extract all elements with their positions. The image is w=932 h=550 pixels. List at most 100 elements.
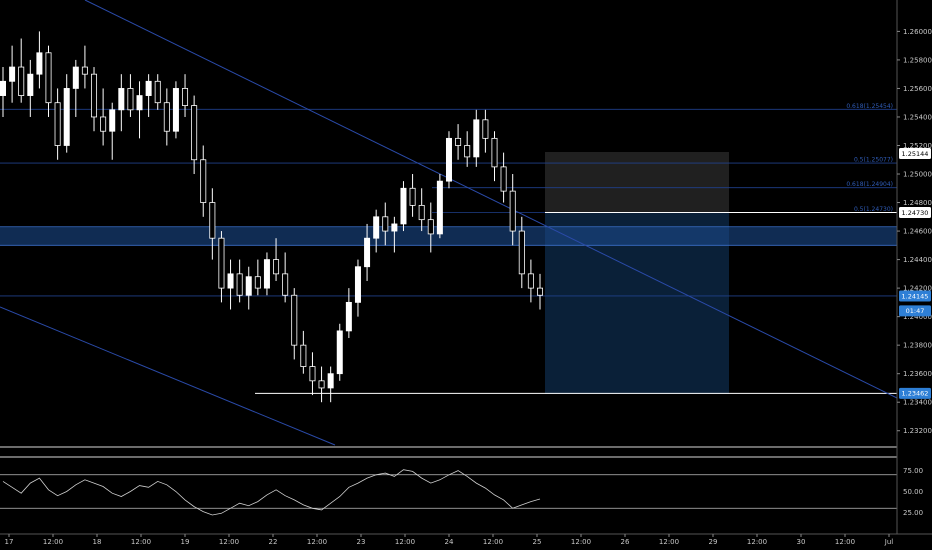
price-tag-label: 01:47 — [906, 307, 925, 315]
candle-down — [300, 344, 307, 367]
candle-down — [18, 66, 25, 96]
price-tick-label: 1.24600 — [903, 228, 932, 236]
candle-down — [254, 276, 261, 289]
candles-layer — [0, 31, 544, 403]
price-tick-label: 1.25800 — [903, 56, 932, 64]
candle-down — [427, 219, 434, 235]
price-tick-label: 1.24800 — [903, 199, 932, 207]
price-tick-label: 1.23800 — [903, 342, 932, 350]
candle-up — [109, 109, 116, 132]
candle-up — [63, 88, 70, 146]
candle-down — [127, 88, 134, 111]
time-tick-label: 30 — [797, 538, 806, 546]
rsi-line — [2, 469, 541, 516]
resistance-zone[interactable] — [0, 226, 897, 246]
price-tick-label: 1.23400 — [903, 399, 932, 407]
candle-down — [91, 73, 98, 118]
candle-up — [145, 80, 152, 96]
price-tick-label: 1.25400 — [903, 113, 932, 121]
candle-up — [36, 52, 43, 75]
time-tick-label: 12:00 — [835, 538, 855, 546]
candle-down — [482, 119, 489, 139]
candle-down — [464, 145, 471, 158]
time-tick-label: 12:00 — [307, 538, 327, 546]
candle-up — [118, 88, 125, 111]
candle-down — [418, 204, 425, 221]
candle-down — [236, 273, 243, 296]
candle-down — [518, 230, 525, 275]
time-tick-label: 12:00 — [571, 538, 591, 546]
candle-down — [491, 137, 498, 168]
price-tick-label: 1.23200 — [903, 427, 932, 435]
time-tick-label: 12:00 — [43, 538, 63, 546]
candle-down — [273, 259, 280, 275]
time-tick-label: Jul — [884, 538, 894, 546]
descending-trendline-lower[interactable] — [0, 306, 336, 446]
candle-up — [345, 301, 352, 332]
time-tick-label: 17 — [5, 538, 14, 546]
time-tick-label: 19 — [181, 538, 190, 546]
price-tick-label: 1.25600 — [903, 85, 932, 93]
descending-trendline-upper[interactable] — [84, 0, 898, 399]
candle-up — [27, 73, 34, 96]
rsi-pane — [0, 446, 897, 516]
time-tick-label: 12:00 — [219, 538, 239, 546]
price-tick-label: 1.24200 — [903, 285, 932, 293]
candle-down — [182, 88, 189, 106]
candle-down — [200, 159, 207, 203]
candle-down — [81, 66, 88, 75]
candle-up — [400, 187, 407, 225]
candle-down — [191, 105, 198, 161]
price-tag-label: 1.25144 — [902, 150, 929, 158]
fib-label: 0.618(1.25454) — [846, 103, 893, 110]
price-tick-label: 1.24000 — [903, 313, 932, 321]
price-tag[interactable] — [899, 207, 931, 219]
candle-down — [409, 187, 416, 206]
candle-up — [373, 216, 380, 239]
time-tick-label: 12:00 — [747, 538, 767, 546]
candle-up — [136, 95, 143, 111]
candle-down — [382, 216, 389, 232]
time-tick-label: 12:00 — [395, 538, 415, 546]
candle-up — [263, 259, 270, 289]
candle-up — [327, 373, 334, 389]
stop-loss-box[interactable] — [545, 152, 729, 212]
price-tick-label: 1.25200 — [903, 142, 932, 150]
candle-up — [336, 330, 343, 375]
candle-up — [0, 80, 6, 96]
candle-down — [45, 52, 52, 104]
candle-up — [354, 266, 361, 303]
price-tag[interactable] — [899, 290, 931, 302]
candle-down — [318, 380, 325, 389]
price-tag-label: 1.24730 — [902, 209, 929, 217]
price-tick-label: 1.26000 — [903, 28, 932, 36]
candle-down — [309, 366, 316, 382]
price-tick-label: 1.24400 — [903, 256, 932, 264]
price-tag[interactable] — [899, 147, 931, 159]
price-tag-label: 1.24145 — [902, 292, 929, 300]
price-tag[interactable] — [899, 387, 931, 399]
drawing-lines-layer: 0.618(1.25454) 0.5(1.25077) 0.618(1.24904)… — [0, 0, 898, 446]
time-tick-label: 23 — [357, 538, 366, 546]
candle-up — [473, 119, 480, 158]
price-tag[interactable] — [899, 305, 931, 317]
candle-up — [9, 66, 16, 82]
candle-down — [154, 80, 161, 104]
rsi-tick-label: 50.00 — [903, 488, 923, 496]
candle-down — [527, 273, 534, 289]
time-tick-label: 18 — [93, 538, 102, 546]
time-tick-label: 29 — [709, 538, 718, 546]
time-tick-label: 26 — [621, 538, 630, 546]
candle-up — [391, 223, 398, 232]
time-tick-label: 25 — [533, 538, 542, 546]
time-tick-label: 12:00 — [483, 538, 503, 546]
candle-down — [455, 137, 462, 146]
candle-down — [100, 116, 107, 132]
time-tick-label: 22 — [269, 538, 278, 546]
price-tag-label: 1.23462 — [902, 390, 929, 398]
candle-down — [500, 166, 507, 192]
candle-up — [72, 66, 79, 89]
candle-down — [291, 294, 298, 346]
